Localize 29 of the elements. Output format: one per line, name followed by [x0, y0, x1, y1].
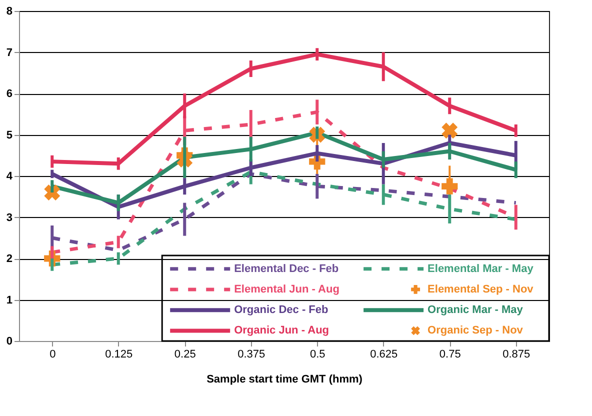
x-tick-label: 0.75 — [439, 348, 461, 360]
x-tick-label: 0.25 — [174, 348, 196, 360]
text: Organic Dec - Feb — [234, 304, 329, 316]
y-tick-label: 3 — [6, 212, 12, 224]
point — [442, 178, 458, 194]
y-tick-label: 6 — [6, 88, 12, 100]
text: Organic Mar - May — [428, 304, 524, 316]
y-tick-label: 5 — [6, 129, 12, 142]
x-tick-label: 0.5 — [310, 348, 326, 360]
y-tick-label: 2 — [6, 253, 12, 265]
y-tick-label: 1 — [6, 294, 12, 306]
y-tick-label: 4 — [6, 170, 14, 182]
text: Elemental Jun - Aug — [234, 283, 340, 296]
point — [44, 184, 60, 200]
y-tick-label: 0 — [6, 336, 12, 348]
x-tick-label: 0.625 — [370, 348, 398, 360]
x-tick-label: 0.125 — [105, 348, 133, 360]
x-axis-title: Sample start time GMT (hmm) — [206, 374, 363, 386]
x-tick-label: 0.875 — [502, 348, 530, 360]
text: Elemental Mar - May — [428, 262, 534, 275]
y-tick-label: 7 — [6, 46, 12, 59]
legend-label: Elemental Sep - Nov — [428, 283, 534, 296]
text: Organic Jun - Aug — [234, 324, 330, 337]
y-tick-label: 8 — [6, 6, 12, 18]
point — [442, 122, 458, 139]
legend-label: Organic Sep - Nov — [428, 324, 524, 337]
text: Elemental Dec - Feb — [234, 262, 339, 275]
x-tick-label: 0 — [50, 348, 56, 360]
x-tick-label: 0.375 — [238, 348, 266, 360]
